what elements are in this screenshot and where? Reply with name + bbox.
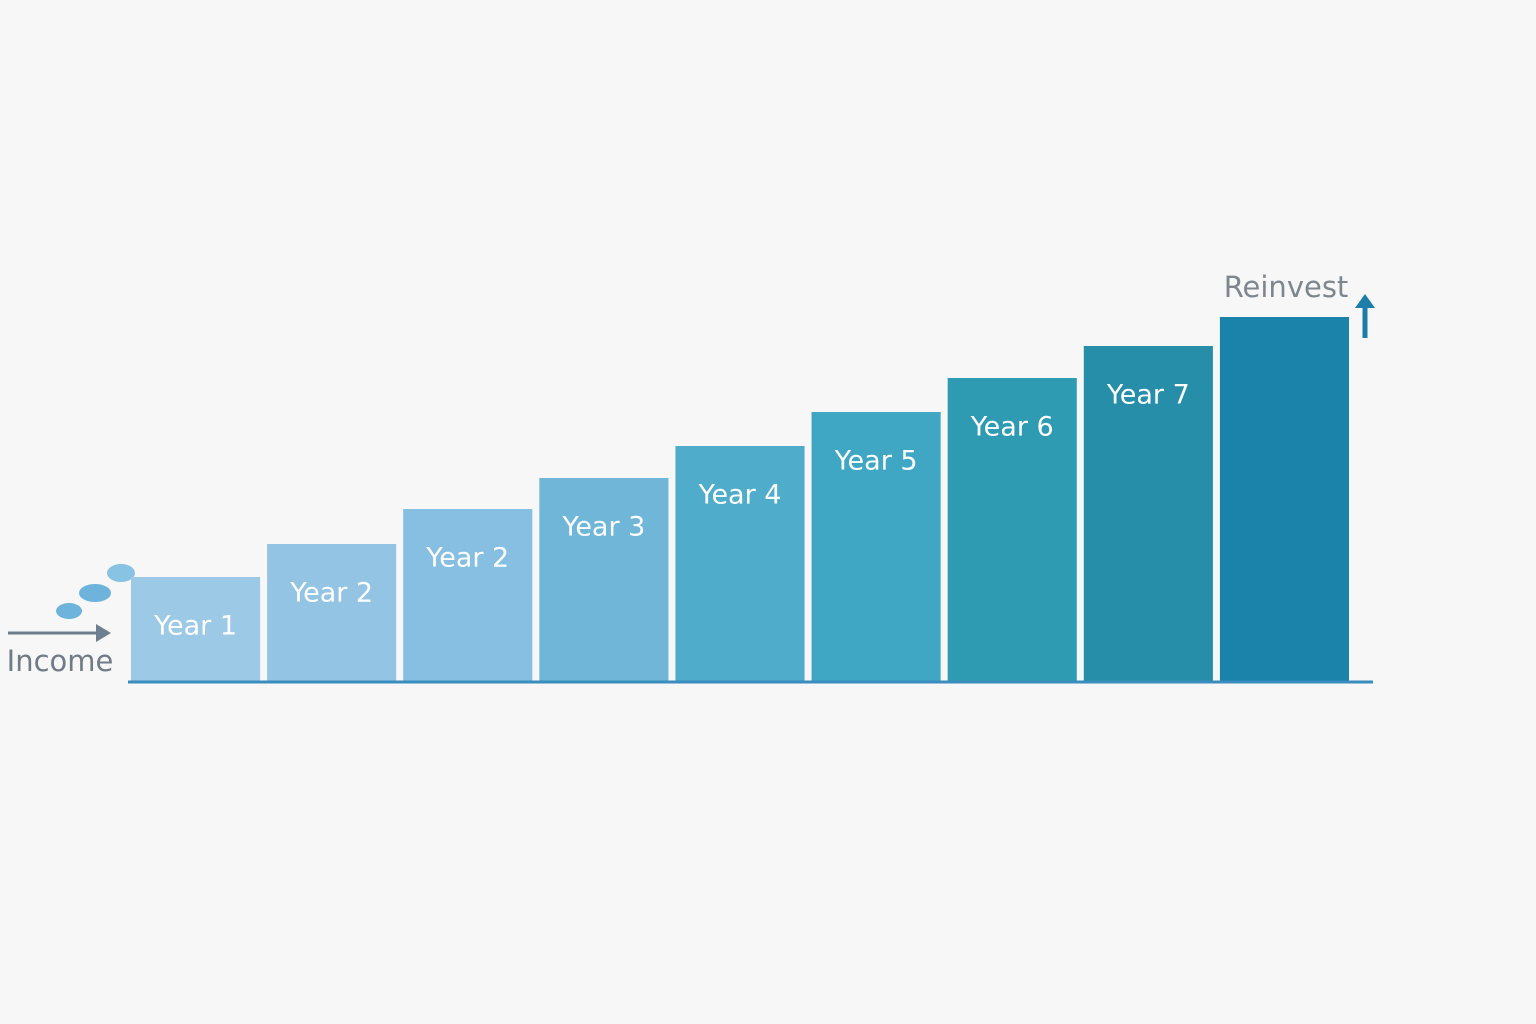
bar <box>947 378 1077 681</box>
income-label: Income <box>7 644 114 678</box>
bar-label: Year 7 <box>1106 380 1190 411</box>
bar <box>131 577 261 681</box>
bar-label: Year 2 <box>289 578 373 609</box>
coin <box>107 564 135 582</box>
bar <box>403 509 533 681</box>
reinvest-arrowhead <box>1355 294 1375 308</box>
bar <box>811 412 941 681</box>
bar-label: Year 2 <box>425 543 509 574</box>
bar <box>675 446 805 681</box>
bar <box>267 544 397 681</box>
bar <box>539 478 669 681</box>
income-arrowhead <box>96 624 111 642</box>
bar-label: Year 5 <box>834 446 918 477</box>
bar <box>1219 317 1349 681</box>
coin <box>56 603 82 619</box>
bar-label: Year 4 <box>698 480 782 511</box>
coin <box>79 584 111 602</box>
bar-label: Year 3 <box>561 512 645 543</box>
bar-label: Year 6 <box>970 412 1054 443</box>
bar <box>1083 346 1213 681</box>
bar-label: Year 1 <box>153 611 237 642</box>
reinvest-label: Reinvest <box>1224 270 1349 304</box>
